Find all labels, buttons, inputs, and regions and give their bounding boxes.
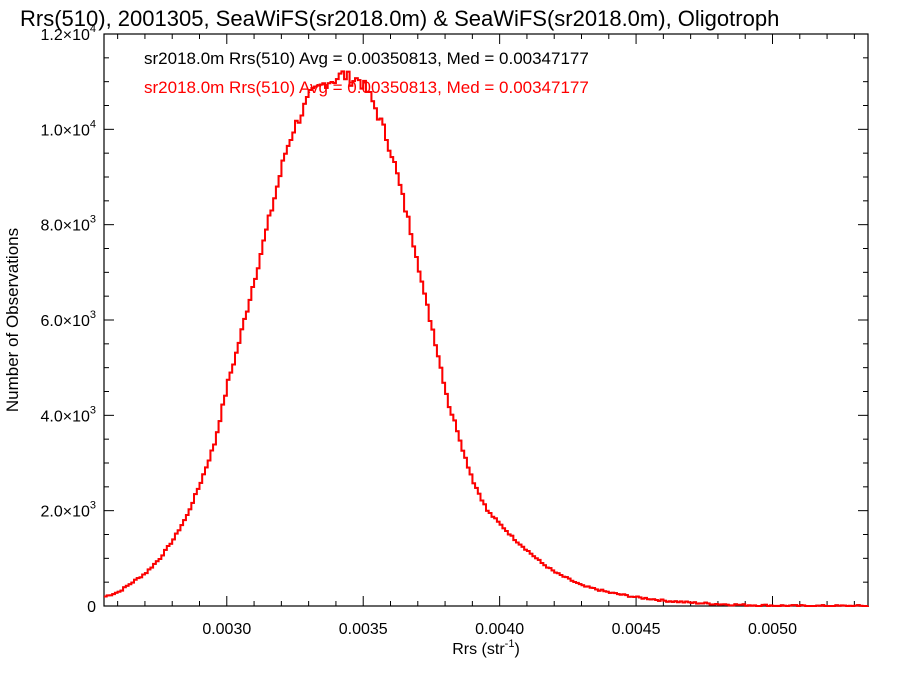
y-tick-label: 6.0×103 (40, 309, 96, 330)
y-tick-label: 0 (87, 599, 96, 616)
legend: sr2018.0m Rrs(510) Avg = 0.00350813, Med… (144, 49, 589, 97)
y-tick-mantissa: 6.0×10 (40, 313, 89, 330)
x-tick-label: 0.0045 (612, 621, 661, 638)
x-axis-label: Rrs (str-1) (452, 638, 520, 658)
x-axis-label-text: Rrs (str (452, 641, 505, 658)
y-tick-mantissa: 1.2×10 (40, 27, 89, 44)
y-tick-label: 4.0×103 (40, 404, 96, 425)
y-tick-mantissa: 0 (87, 599, 96, 616)
y-tick-mantissa: 8.0×10 (40, 218, 89, 235)
x-tick-label: 0.0035 (339, 621, 388, 638)
series-1-line (104, 70, 869, 607)
y-tick-exponent: 3 (90, 214, 96, 226)
y-tick-exponent: 3 (90, 500, 96, 512)
y-tick-label: 8.0×103 (40, 214, 96, 235)
y-tick-mantissa: 4.0×10 (40, 408, 89, 425)
y-tick-mantissa: 2.0×10 (40, 504, 89, 521)
legend-entry-2: sr2018.0m Rrs(510) Avg = 0.00350813, Med… (144, 78, 589, 97)
y-tick-label: 2.0×103 (40, 500, 96, 521)
y-tick-exponent: 3 (90, 309, 96, 321)
y-tick-label: 1.2×104 (40, 23, 96, 44)
x-tick-label: 0.0040 (475, 621, 524, 638)
series-2-line (104, 70, 869, 607)
y-axis-label: Number of Observations (3, 228, 22, 412)
x-axis-label-tail: ) (514, 641, 519, 658)
x-tick-label: 0.0050 (748, 621, 797, 638)
plot-area: 0.0030 0.0035 0.0040 0.0045 0.0050 02.0×1034… (40, 23, 869, 638)
chart-title: Rrs(510), 2001305, SeaWiFS(sr2018.0m) & … (20, 6, 779, 31)
legend-entry-1: sr2018.0m Rrs(510) Avg = 0.00350813, Med… (144, 49, 589, 68)
y-tick-exponent: 3 (90, 404, 96, 416)
y-tick-label: 1.0×104 (40, 118, 96, 139)
y-tick-exponent: 4 (90, 23, 96, 35)
series-layer (104, 70, 869, 607)
x-axis-label-exponent: -1 (505, 638, 515, 650)
y-tick-mantissa: 1.0×10 (40, 122, 89, 139)
y-tick-exponent: 4 (90, 118, 96, 130)
plot-frame (103, 33, 869, 607)
y-axis-ticks: 02.0×1034.0×1036.0×1038.0×1031.0×1041.2×… (40, 23, 868, 616)
x-axis-ticks: 0.0030 0.0035 0.0040 0.0045 0.0050 (117, 34, 855, 638)
x-tick-label: 0.0030 (202, 621, 251, 638)
